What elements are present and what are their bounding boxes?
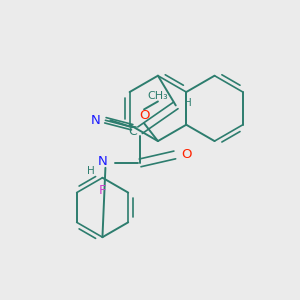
Text: C: C: [128, 125, 136, 138]
Text: H: H: [87, 166, 94, 176]
Text: N: N: [91, 114, 100, 127]
Text: CH₃: CH₃: [148, 91, 168, 100]
Text: O: O: [139, 109, 149, 122]
Text: F: F: [99, 184, 106, 197]
Text: O: O: [182, 148, 192, 161]
Text: N: N: [98, 155, 107, 168]
Text: H: H: [184, 98, 191, 108]
